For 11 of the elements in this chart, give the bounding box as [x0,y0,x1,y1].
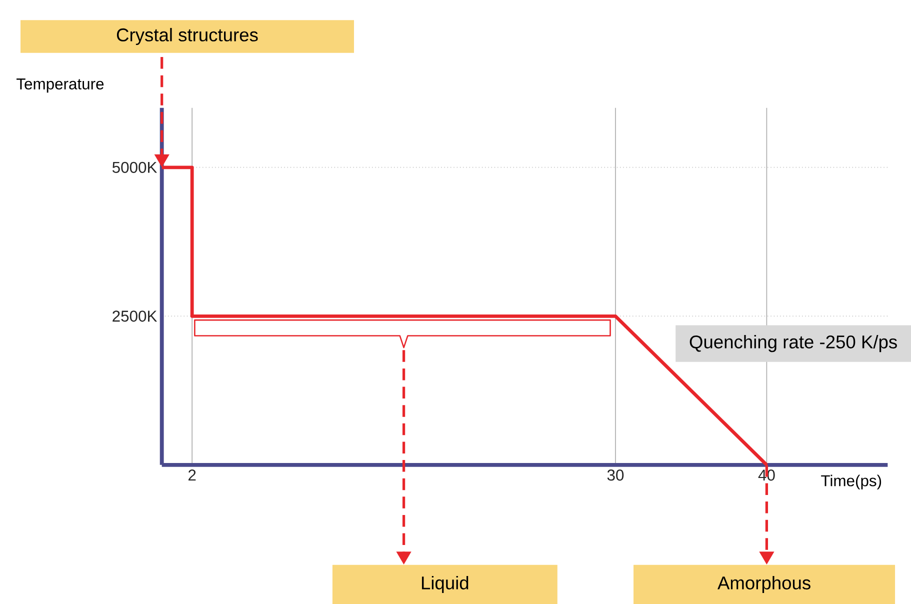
text: Liquid [422,576,468,593]
text: Crystal structures [116,28,258,45]
x-tick-label: 2 [188,469,196,480]
x-axis-title: Time(ps) [821,474,882,490]
y-tick-label: 2500K [112,310,158,322]
text: Amorphous [718,576,810,593]
x-tick-label: 40 [758,469,775,481]
annotation: Quenching rate -250 K/ps [690,334,897,352]
y-axis-title: Temperature [16,78,104,93]
x-tick-label: 30 [607,469,624,481]
y-tick-label: 5000K [112,162,158,173]
